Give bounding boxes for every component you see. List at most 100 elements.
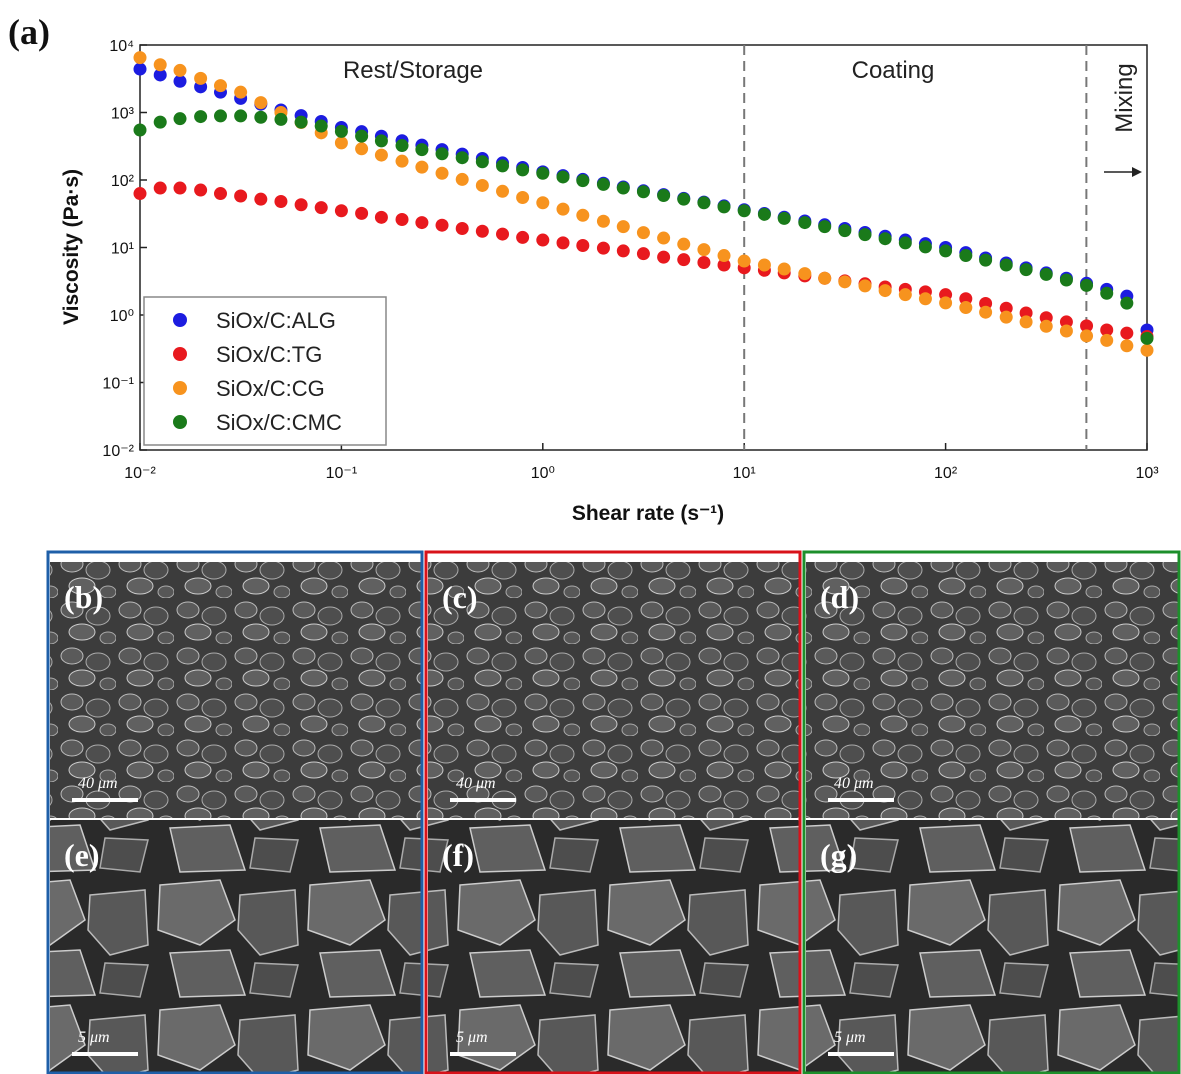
data-point: [415, 160, 429, 174]
y-tick-label: 10¹: [111, 241, 134, 258]
x-tick-label: 10⁻²: [124, 465, 156, 482]
panel-label: (c): [442, 579, 478, 615]
data-point: [536, 233, 550, 247]
y-tick-label: 10³: [111, 106, 135, 123]
legend-label: SiOx/C:CG: [216, 376, 325, 401]
x-tick-label: 10⁰: [531, 465, 555, 482]
data-point: [374, 134, 388, 148]
data-point: [1059, 315, 1073, 329]
x-tick-label: 10⁻¹: [326, 465, 358, 482]
y-tick-label: 10⁻²: [102, 443, 134, 460]
data-point: [838, 275, 852, 289]
data-point: [616, 220, 630, 234]
data-point: [999, 258, 1013, 272]
data-point: [536, 196, 550, 210]
data-point: [757, 258, 771, 272]
data-point: [959, 249, 973, 263]
scale-label: 40 μm: [78, 775, 118, 792]
data-point: [475, 178, 489, 192]
data-point: [173, 112, 187, 126]
legend-marker: [173, 415, 187, 429]
data-point: [213, 79, 227, 93]
y-tick-label: 10⁴: [109, 38, 134, 55]
data-point: [294, 198, 308, 212]
data-point: [516, 191, 530, 205]
data-point: [657, 250, 671, 264]
panel-border: [802, 550, 1181, 1074]
data-point: [294, 115, 308, 129]
data-point: [496, 184, 510, 198]
data-point: [435, 147, 449, 161]
y-tick-label: 10⁰: [110, 308, 134, 325]
data-point: [717, 258, 731, 272]
legend-marker: [173, 313, 187, 327]
data-point: [395, 212, 409, 226]
data-point: [596, 177, 610, 191]
legend-label: SiOx/C:TG: [216, 342, 322, 367]
data-point: [213, 109, 227, 123]
y-tick-label: 10⁻¹: [102, 376, 134, 393]
data-point: [415, 143, 429, 157]
data-point: [133, 51, 147, 65]
data-point: [697, 196, 711, 210]
data-point: [213, 187, 227, 201]
data-point: [878, 232, 892, 246]
data-point: [576, 208, 590, 222]
data-point: [1100, 323, 1114, 337]
data-point: [334, 136, 348, 150]
data-point: [1080, 329, 1094, 343]
data-point: [717, 200, 731, 214]
data-point: [818, 220, 832, 234]
data-point: [435, 218, 449, 232]
micrograph: [428, 562, 800, 818]
data-point: [596, 214, 610, 228]
data-point: [234, 109, 248, 123]
data-point: [959, 301, 973, 315]
data-point: [496, 227, 510, 241]
micrograph: [806, 820, 1178, 1072]
data-point: [415, 216, 429, 230]
x-tick-label: 10³: [1135, 465, 1159, 482]
data-point: [677, 237, 691, 251]
data-point: [234, 189, 248, 203]
data-point: [677, 253, 691, 267]
data-point: [455, 151, 469, 165]
data-point: [374, 148, 388, 162]
data-point: [334, 124, 348, 138]
legend-label: SiOx/C:ALG: [216, 308, 336, 333]
legend-marker: [173, 381, 187, 395]
data-point: [435, 166, 449, 180]
arrow-head: [1132, 167, 1142, 177]
data-point: [979, 305, 993, 319]
x-axis-label: Shear rate (s⁻¹): [572, 502, 724, 525]
data-point: [455, 222, 469, 236]
data-point: [355, 129, 369, 143]
scale-label: 5 μm: [78, 1029, 110, 1046]
data-point: [1120, 339, 1134, 353]
data-point: [697, 243, 711, 257]
data-point: [234, 85, 248, 99]
panel-label: (g): [820, 837, 857, 873]
data-point: [395, 154, 409, 168]
data-point: [898, 288, 912, 302]
micrograph-panels: (b) 40 μm (c) 40 μm (d) 40 μm (e) 5 μm (f) 5 μm (g…: [46, 550, 1181, 1074]
data-point: [274, 112, 288, 126]
data-point: [1080, 278, 1094, 292]
data-point: [999, 301, 1013, 315]
data-point: [636, 247, 650, 261]
data-point: [939, 244, 953, 258]
scale-label: 5 μm: [456, 1029, 488, 1046]
data-point: [1039, 267, 1053, 281]
data-point: [858, 279, 872, 293]
y-tick-label: 10²: [111, 173, 135, 190]
y-axis-label: Viscosity (Pa·s): [60, 169, 83, 325]
data-point: [1019, 315, 1033, 329]
data-point: [395, 139, 409, 153]
data-point: [254, 110, 268, 124]
micrograph: [50, 562, 422, 818]
data-point: [636, 226, 650, 240]
data-point: [1120, 326, 1134, 340]
data-point: [1140, 331, 1154, 345]
data-point: [798, 267, 812, 281]
